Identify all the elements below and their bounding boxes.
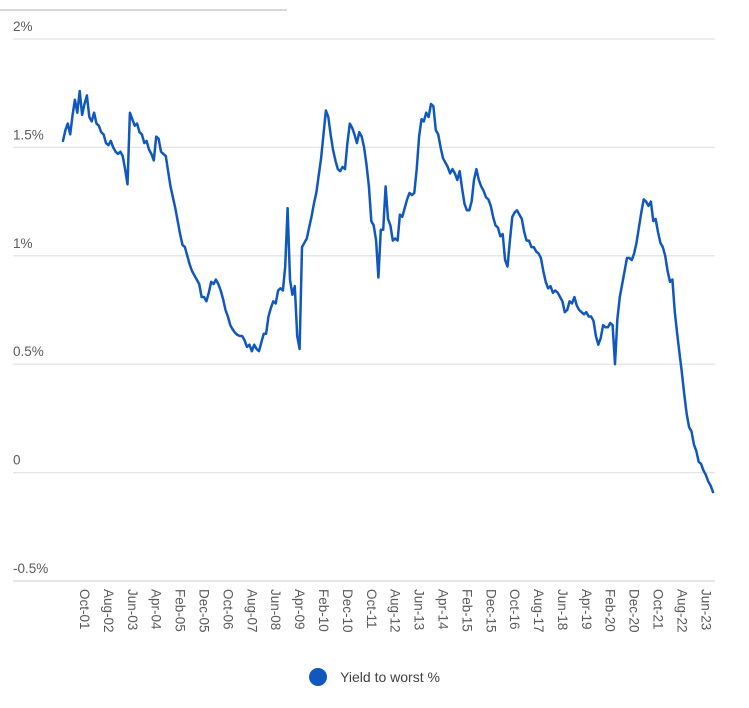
x-tick-label: Jun-08 bbox=[268, 589, 283, 630]
x-tick-label: Jun-18 bbox=[555, 589, 570, 630]
x-tick-label: Oct-16 bbox=[507, 589, 522, 630]
x-tick-label: Oct-11 bbox=[364, 589, 379, 629]
x-tick-label: Oct-06 bbox=[220, 589, 235, 630]
x-tick-label: Dec-10 bbox=[340, 589, 355, 633]
y-tick-label: 0.5% bbox=[13, 344, 44, 359]
x-tick-label: Apr-04 bbox=[149, 589, 164, 630]
y-tick-label: 2% bbox=[13, 19, 33, 34]
x-tick-label: Apr-09 bbox=[292, 589, 307, 630]
legend-marker-dot-icon bbox=[309, 668, 328, 686]
x-tick-label: Feb-20 bbox=[603, 589, 618, 632]
x-tick-label: Jun-23 bbox=[698, 589, 713, 630]
x-tick-label: Dec-20 bbox=[627, 589, 642, 633]
x-tick-label: Apr-14 bbox=[436, 589, 451, 630]
x-tick-label: Aug-02 bbox=[101, 589, 116, 633]
x-tick-label: Aug-22 bbox=[674, 589, 689, 633]
x-tick-label: Feb-10 bbox=[316, 589, 331, 632]
legend-item-label: Yield to worst % bbox=[340, 669, 440, 685]
x-tick-label: Apr-19 bbox=[579, 589, 594, 630]
x-tick-label: Dec-05 bbox=[197, 589, 212, 633]
x-tick-label: Feb-05 bbox=[173, 589, 188, 632]
x-tick-label: Aug-17 bbox=[531, 589, 546, 633]
x-tick-label: Jun-13 bbox=[412, 589, 427, 630]
top-divider bbox=[0, 9, 287, 11]
legend-item-yield-to-worst[interactable]: Yield to worst % bbox=[309, 668, 440, 686]
x-tick-label: Dec-15 bbox=[483, 589, 498, 633]
x-tick-label: Oct-21 bbox=[651, 589, 666, 630]
x-tick-label: Aug-07 bbox=[244, 589, 259, 633]
y-tick-label: 1% bbox=[13, 236, 33, 251]
y-tick-label: 0 bbox=[13, 453, 21, 468]
x-tick-label: Aug-12 bbox=[388, 589, 403, 633]
x-tick-label: Jun-03 bbox=[125, 589, 140, 630]
series-line-yield-to-worst[interactable] bbox=[61, 89, 715, 494]
x-tick-label: Oct-01 bbox=[77, 589, 92, 630]
chart-legend: Yield to worst % bbox=[0, 663, 749, 691]
y-tick-label: 1.5% bbox=[13, 127, 44, 142]
yield-chart-plot: 2% 1.5% 1% 0.5% 0 -0.5% Oct-01 Aug-02 Jun-03 Apr-… bbox=[13, 19, 715, 633]
y-tick-label: -0.5% bbox=[13, 561, 48, 576]
x-tick-label: Feb-15 bbox=[459, 589, 474, 632]
